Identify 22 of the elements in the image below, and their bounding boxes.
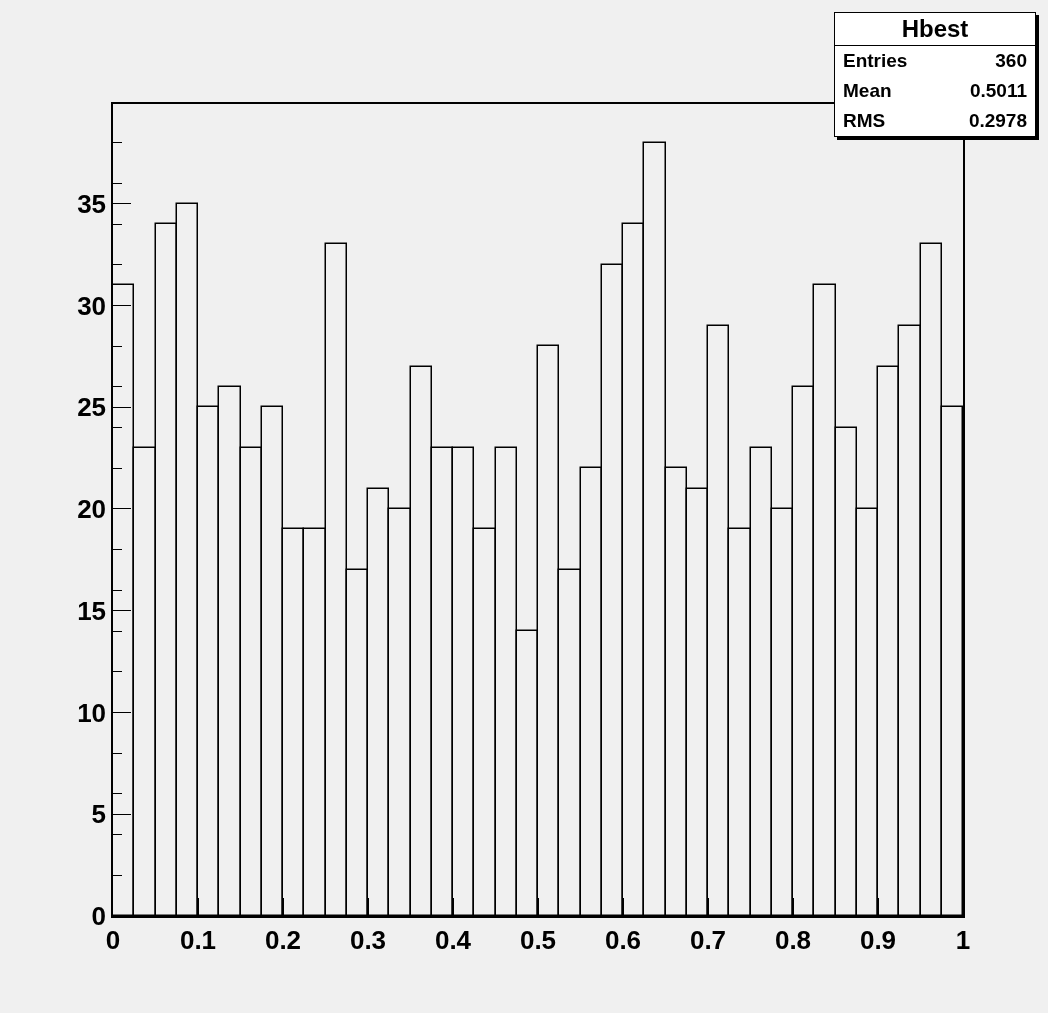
y-tick-label: 0 xyxy=(91,901,107,932)
x-tick-label: 0.4 xyxy=(434,924,472,955)
chart-title: Hbest xyxy=(835,13,1035,46)
x-tick-label: 0.3 xyxy=(349,924,387,955)
x-tick-label: 0.7 xyxy=(689,924,727,955)
y-tick-label: 5 xyxy=(91,799,107,830)
x-tick-label: 0.1 xyxy=(179,924,217,955)
text: Entries 360 xyxy=(843,50,1027,71)
x-tick-label: 0.6 xyxy=(604,924,642,955)
x-tick-label: 0.5 xyxy=(519,924,557,955)
y-tick-label: 15 xyxy=(77,595,107,626)
y-tick-label: 20 xyxy=(77,494,107,525)
text: Mean 0.5011 xyxy=(843,80,1027,101)
y-tick-label: 10 xyxy=(77,697,107,728)
y-tick-label: 35 xyxy=(77,188,107,219)
x-tick-label: 1 xyxy=(955,924,971,955)
x-tick-label: 0.2 xyxy=(264,924,302,955)
x-tick-label: 0.9 xyxy=(859,924,897,955)
x-tick-label: 0.8 xyxy=(774,924,812,955)
text: RMS 0.2978 xyxy=(843,110,1027,131)
y-tick-label: 25 xyxy=(77,392,107,423)
y-tick-label: 30 xyxy=(77,290,107,321)
